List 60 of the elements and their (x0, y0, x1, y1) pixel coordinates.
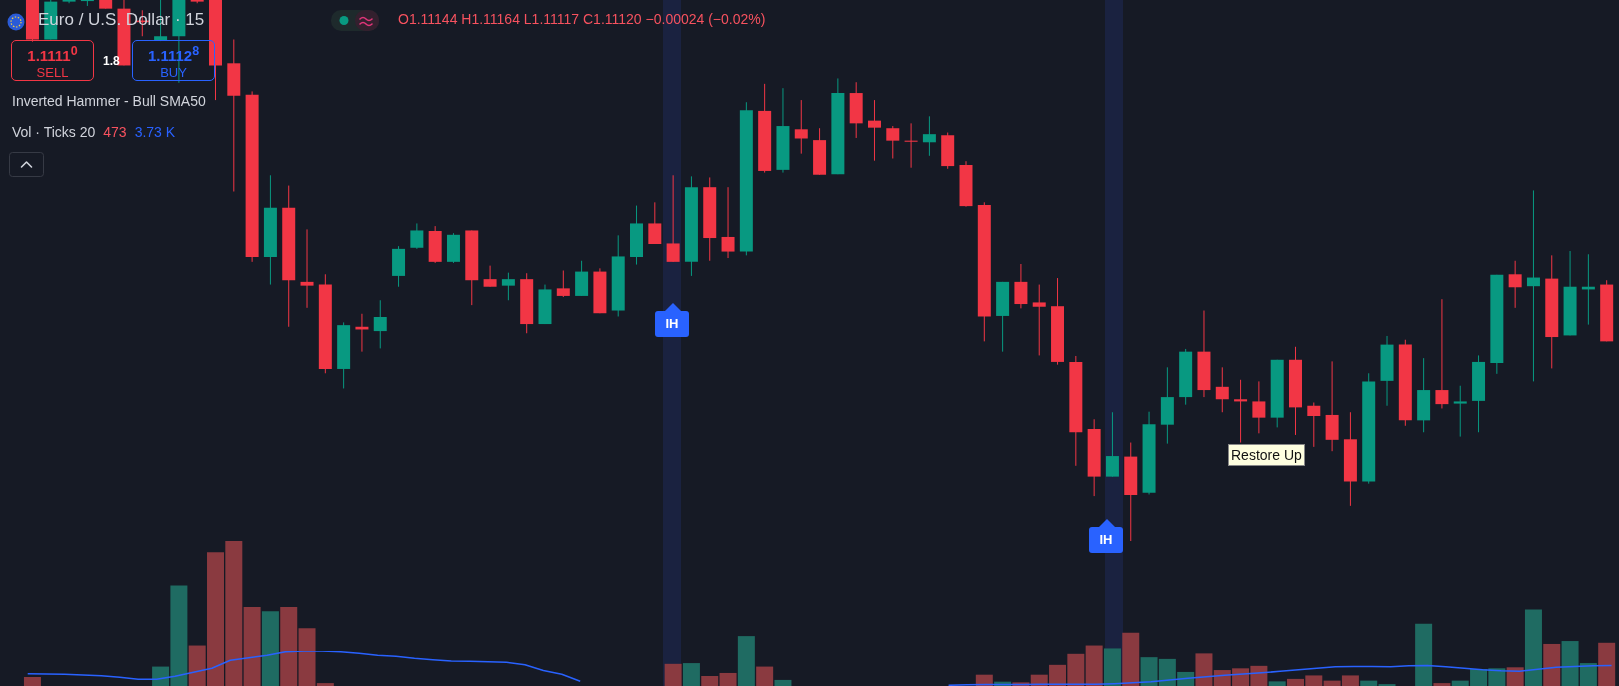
bar (1506, 667, 1524, 686)
bar (664, 663, 682, 686)
bar (1598, 642, 1616, 686)
candlestick (648, 201, 662, 245)
annotation: SELL (35, 65, 70, 80)
candlestick (1105, 411, 1119, 478)
annotation: IH (1099, 532, 1113, 547)
bar (737, 636, 755, 686)
candlestick (867, 99, 881, 162)
candlestick (886, 125, 900, 160)
candlestick (666, 174, 680, 263)
candlestick (794, 99, 808, 155)
bar (682, 663, 700, 686)
candlestick (1526, 189, 1540, 382)
bar (261, 611, 279, 686)
candlestick (410, 222, 424, 250)
bar (1524, 609, 1542, 686)
candlestick (1435, 298, 1449, 409)
candlestick (501, 272, 515, 301)
bar (1103, 648, 1121, 686)
annotation: 3.73 K (134, 124, 176, 140)
candlestick (373, 299, 387, 349)
candlestick (721, 186, 735, 259)
bar (1360, 680, 1378, 686)
annotation: 1.1112$^{8}$ (146, 44, 201, 64)
candlestick (1215, 366, 1229, 413)
bar (701, 676, 719, 686)
bar (1543, 643, 1561, 686)
bar (774, 679, 792, 686)
annotation: BUY (159, 65, 188, 80)
candlestick (300, 228, 314, 309)
bar (1268, 681, 1286, 686)
annotation: Inverted Hammer - Bull SMA50 (12, 93, 206, 109)
candlestick (922, 115, 936, 157)
candlestick (556, 270, 570, 298)
text: O1.11144 H1.11164 L1.11117 C1.11120 −0.00024 (−0.02%) (398, 11, 766, 27)
bar (1433, 683, 1451, 686)
annotation: IH (665, 316, 679, 331)
candlestick (1032, 284, 1046, 356)
annotation: 473 (103, 124, 127, 140)
candlestick (1508, 260, 1522, 309)
annotation: Restore Up (1231, 447, 1302, 463)
candlestick (483, 265, 497, 288)
bar (756, 666, 774, 686)
bar (1195, 653, 1213, 686)
bar (280, 607, 298, 686)
bar (719, 672, 737, 686)
candlestick (1014, 263, 1028, 309)
candlestick (1234, 379, 1248, 444)
candlestick (1453, 385, 1467, 438)
bar (1122, 632, 1140, 686)
candlestick (1252, 380, 1266, 434)
annotation: 1.1111$^{0}$ (26, 44, 79, 64)
bar (243, 607, 261, 686)
annotation: Vol · Ticks 20 (12, 124, 96, 140)
bar (1415, 623, 1433, 686)
bar (23, 677, 41, 686)
candlestick (1307, 402, 1321, 448)
bar (1085, 645, 1103, 686)
candlestick (904, 122, 918, 169)
